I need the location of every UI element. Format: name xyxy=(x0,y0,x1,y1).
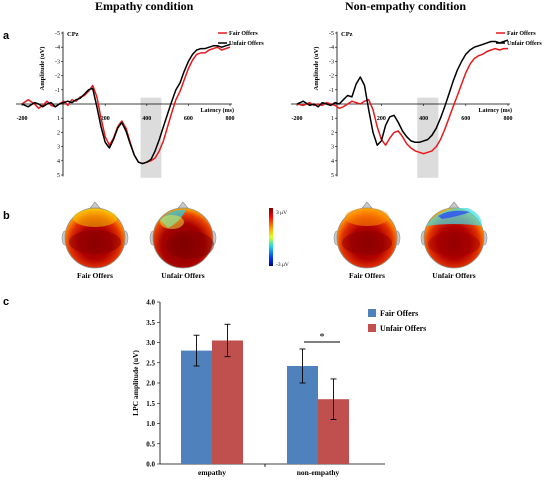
erp-line-unfair xyxy=(21,43,231,165)
bar-category-label: non-empathy xyxy=(297,468,340,477)
y-tick-label: -4 xyxy=(55,45,60,51)
colorbar xyxy=(269,208,273,266)
erp-line-unfair xyxy=(296,39,509,146)
panel-letter-b: b xyxy=(3,210,10,222)
y-tick-label: -2 xyxy=(55,74,60,80)
bar-legend-swatch xyxy=(368,309,376,317)
topomap-label-3: Fair Offers xyxy=(349,271,385,280)
y-tick-label: -4 xyxy=(329,45,334,51)
x-tick-label: 800 xyxy=(504,116,513,122)
x-axis-label: Latency (ms) xyxy=(479,107,513,114)
topomap-front-region xyxy=(73,209,117,227)
x-tick-label: -200 xyxy=(292,116,303,122)
bar-y-tick-label: 3.5 xyxy=(146,319,155,327)
bar-y-tick-label: 2.5 xyxy=(146,359,155,367)
legend-label: Fair Offers xyxy=(229,31,258,37)
legend-label: Unfair Offers xyxy=(229,41,264,47)
y-axis-label: Amplitude (uV) xyxy=(313,47,320,91)
bar-legend-label: Unfair Offers xyxy=(380,324,426,333)
bar-legend-swatch xyxy=(368,324,376,332)
bar-legend-label: Fair Offers xyxy=(380,309,418,318)
topomap-front-region xyxy=(345,208,389,226)
channel-label: CPz xyxy=(341,31,353,38)
colorbar-min-label: -3 μV xyxy=(276,262,289,268)
y-tick-label: 1 xyxy=(57,116,60,122)
topomap-nose xyxy=(361,201,373,209)
significance-marker: * xyxy=(320,332,325,343)
x-tick-label: 400 xyxy=(419,116,428,122)
erp-plot-empathy: -5 -4 -3 -2 -1 1 2 3 4 5 -200 200 400 600 800 CPz Amplit… xyxy=(16,31,264,179)
y-tick-label: 2 xyxy=(57,130,60,136)
bar-category-label: empathy xyxy=(198,468,226,477)
x-tick-label: 200 xyxy=(377,116,386,122)
topomap-nose xyxy=(177,201,189,209)
bar-y-axis-label: LPC amplitude (uV) xyxy=(131,350,140,416)
y-tick-label: 3 xyxy=(331,145,334,151)
y-tick-label: -2 xyxy=(329,74,334,80)
topomap-front-region xyxy=(160,215,184,229)
x-tick-label: 200 xyxy=(101,116,110,122)
y-tick-label: -3 xyxy=(55,59,60,65)
topomap-label-2: Unfair Offers xyxy=(161,271,204,280)
highlight-window xyxy=(417,97,439,178)
y-tick-label: 4 xyxy=(57,159,60,165)
bar-y-tick-label: 0.0 xyxy=(146,461,155,469)
topomap-label-1: Fair Offers xyxy=(77,271,113,280)
topomap-empathy-unfair xyxy=(149,201,217,269)
topomap-group: Fair Offers Unfair Offers Fair Offers Un… xyxy=(61,201,488,280)
bar-y-tick-label: 3.0 xyxy=(146,339,155,347)
topomap-nose xyxy=(448,201,460,209)
bar-y-tick-label: 1.5 xyxy=(146,400,155,408)
topomap-nonempathy-fair xyxy=(333,201,401,269)
bar-fair-empathy xyxy=(181,350,212,464)
y-tick-label: 4 xyxy=(331,159,334,165)
x-axis-label: Latency (ms) xyxy=(201,107,235,114)
topomap-central-region xyxy=(166,231,214,259)
topomap-central-region xyxy=(69,230,121,254)
x-tick-label: -200 xyxy=(17,116,28,122)
bar-chart-lpc: 0.0 0.5 1.0 1.5 2.0 2.5 3.0 3.5 4.0 LPC amplitude… xyxy=(131,299,426,478)
erp-plot-nonempathy: -5 -4 -3 -2 -1 1 2 3 4 5 -200 200 400 600 800 CPz Amplit… xyxy=(291,31,542,179)
x-tick-label: 600 xyxy=(184,116,193,122)
topomap-nose xyxy=(89,201,101,209)
legend-label: Unfair Offers xyxy=(507,41,542,47)
panel-letter-a: a xyxy=(3,30,10,42)
channel-label: CPz xyxy=(67,31,79,38)
y-tick-label: -3 xyxy=(329,59,334,65)
bar-unfair-empathy xyxy=(212,340,243,464)
colorbar-max-label: 3 μV xyxy=(276,210,287,216)
bar-y-tick-label: 1.0 xyxy=(146,420,155,428)
highlight-window xyxy=(140,97,162,178)
erp-title-nonempathy: Non-empathy condition xyxy=(345,0,467,13)
topomap-central-region xyxy=(342,231,392,255)
x-tick-label: 400 xyxy=(142,116,151,122)
y-tick-label: 1 xyxy=(331,116,334,122)
x-tick-label: 600 xyxy=(461,116,470,122)
topomap-front-region xyxy=(438,210,470,219)
topomap-empathy-fair xyxy=(61,201,129,269)
erp-title-empathy: Empathy condition xyxy=(95,0,194,13)
legend-label: Fair Offers xyxy=(507,31,536,37)
topomap-central-region xyxy=(428,232,480,256)
y-tick-label: -1 xyxy=(55,88,60,94)
y-tick-label: -5 xyxy=(55,31,60,37)
erp-line-fair xyxy=(296,47,508,155)
y-tick-label: -5 xyxy=(329,31,334,37)
topomap-nonempathy-unfair xyxy=(420,201,488,269)
y-tick-label: 5 xyxy=(57,173,60,179)
x-tick-label: 800 xyxy=(226,116,235,122)
y-tick-label: -1 xyxy=(329,88,334,94)
panel-letter-c: c xyxy=(3,296,10,308)
y-tick-label: 3 xyxy=(57,145,60,151)
bar-y-tick-label: 0.5 xyxy=(146,440,155,448)
y-tick-label: 2 xyxy=(331,130,334,136)
bar-y-tick-label: 4.0 xyxy=(146,299,155,307)
y-axis-label: Amplitude (uV) xyxy=(39,47,46,91)
y-tick-label: 5 xyxy=(331,173,334,179)
bar-y-tick-label: 2.0 xyxy=(146,380,155,388)
topomap-label-4: Unfair Offers xyxy=(432,271,475,280)
